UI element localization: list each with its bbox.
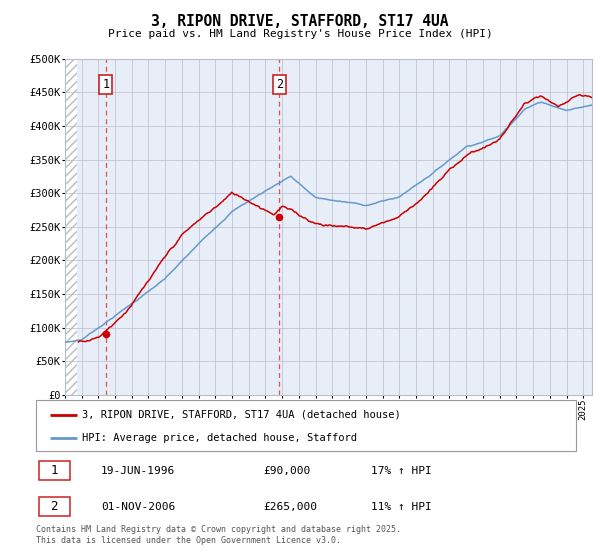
FancyBboxPatch shape — [39, 461, 70, 480]
FancyBboxPatch shape — [39, 497, 70, 516]
Text: 17% ↑ HPI: 17% ↑ HPI — [371, 465, 431, 475]
Text: £90,000: £90,000 — [263, 465, 310, 475]
Text: 11% ↑ HPI: 11% ↑ HPI — [371, 502, 431, 512]
Text: 2: 2 — [276, 78, 283, 91]
Text: 01-NOV-2006: 01-NOV-2006 — [101, 502, 175, 512]
Text: Contains HM Land Registry data © Crown copyright and database right 2025.
This d: Contains HM Land Registry data © Crown c… — [36, 525, 401, 545]
Bar — [65, 59, 77, 395]
Text: HPI: Average price, detached house, Stafford: HPI: Average price, detached house, Staf… — [82, 433, 357, 443]
Text: 1: 1 — [103, 78, 110, 91]
Text: 19-JUN-1996: 19-JUN-1996 — [101, 465, 175, 475]
Text: £265,000: £265,000 — [263, 502, 317, 512]
Text: 3, RIPON DRIVE, STAFFORD, ST17 4UA: 3, RIPON DRIVE, STAFFORD, ST17 4UA — [151, 14, 449, 29]
Text: 1: 1 — [50, 464, 58, 477]
Text: 2: 2 — [50, 500, 58, 513]
Text: 3, RIPON DRIVE, STAFFORD, ST17 4UA (detached house): 3, RIPON DRIVE, STAFFORD, ST17 4UA (deta… — [82, 409, 401, 419]
FancyBboxPatch shape — [36, 400, 576, 451]
Text: Price paid vs. HM Land Registry's House Price Index (HPI): Price paid vs. HM Land Registry's House … — [107, 29, 493, 39]
